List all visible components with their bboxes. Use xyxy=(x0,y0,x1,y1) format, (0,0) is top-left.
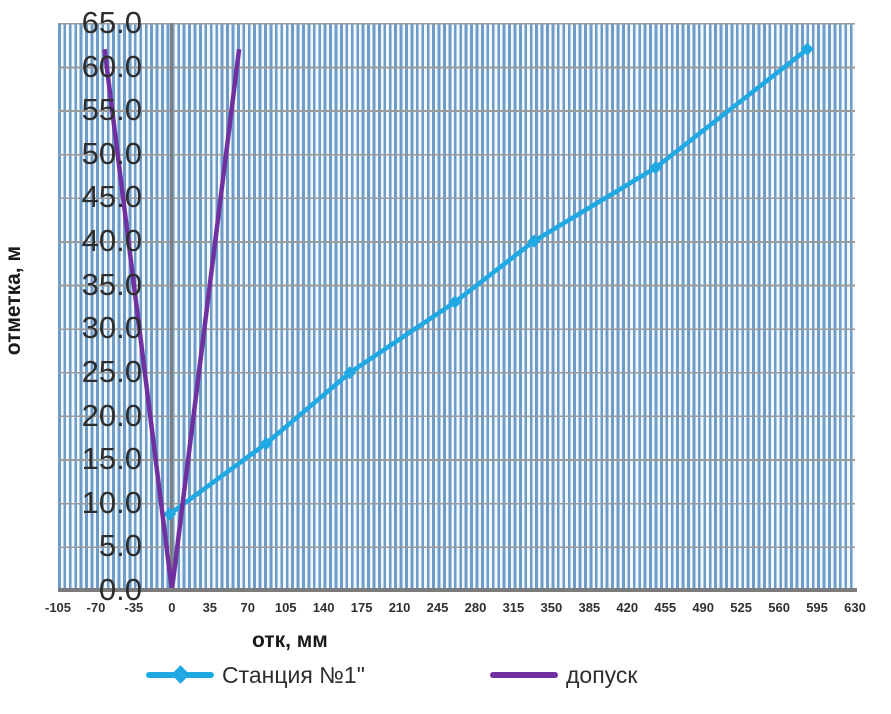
x-tick-label: 350 xyxy=(540,600,563,615)
data-point-marker xyxy=(527,234,541,248)
x-tick-label: 420 xyxy=(616,600,639,615)
x-tick-label: 630 xyxy=(844,600,866,615)
x-tick-label: 525 xyxy=(730,600,752,615)
x-tick-label: 595 xyxy=(806,600,828,615)
legend-line-icon xyxy=(490,672,558,678)
x-tick-label: 35 xyxy=(202,600,218,615)
x-tick-label: 105 xyxy=(274,600,297,615)
x-tick-label: 70 xyxy=(240,600,255,615)
x-tick-label: 210 xyxy=(388,600,411,615)
x-tick-label: 175 xyxy=(350,600,373,615)
series-line-1 xyxy=(102,48,242,591)
plot-area xyxy=(58,23,855,591)
data-point-marker xyxy=(259,436,273,450)
x-tick-label: -70 xyxy=(86,600,106,615)
data-point-marker xyxy=(448,295,462,309)
data-point-marker xyxy=(163,507,177,521)
y-axis-title: отметка, м xyxy=(2,246,25,356)
x-tick-label: 140 xyxy=(312,600,335,615)
legend-line-icon xyxy=(146,665,214,684)
x-tick-label: -35 xyxy=(124,600,144,615)
x-tick-label: 490 xyxy=(692,600,715,615)
legend-item-tolerance: допуск xyxy=(490,656,637,694)
x-tick-label: 455 xyxy=(654,600,677,615)
zero-line xyxy=(170,23,174,590)
x-axis-line xyxy=(58,588,857,592)
legend-diamond-icon xyxy=(171,665,190,684)
legend-label-station: Станция №1" xyxy=(222,661,365,688)
data-point-marker xyxy=(343,366,357,380)
x-tick-label: 245 xyxy=(426,600,449,615)
x-tick-label: -105 xyxy=(44,600,72,615)
x-tick-label: 315 xyxy=(502,600,525,615)
data-point-marker xyxy=(648,161,662,175)
x-tick-label: 280 xyxy=(464,600,487,615)
x-axis-title: отк, мм xyxy=(252,629,328,652)
x-tick-label: 385 xyxy=(578,600,601,615)
x-tick-label: 0 xyxy=(168,600,176,615)
x-tick-label: 560 xyxy=(768,600,790,615)
legend-label-tolerance: допуск xyxy=(566,661,638,688)
series-layer xyxy=(102,42,814,591)
legend-item-station: Станция №1" xyxy=(146,656,365,694)
data-point-marker xyxy=(800,42,814,56)
